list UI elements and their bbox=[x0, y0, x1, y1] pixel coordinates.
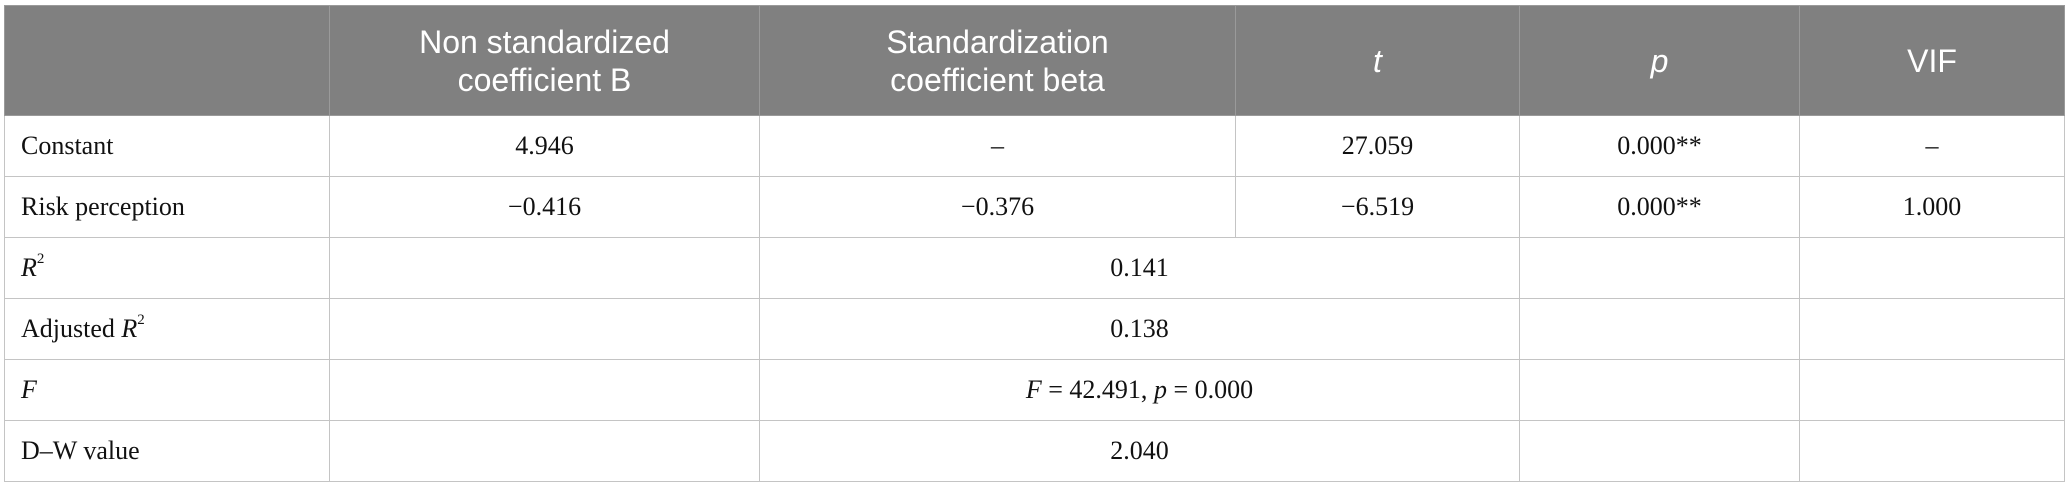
cell-value: F = 42.491, p = 0.000 bbox=[759, 359, 1520, 421]
header-b-line1: Non standardized bbox=[419, 23, 670, 60]
row-dw-value: D–W value 2.040 bbox=[4, 420, 2065, 482]
row-label: R2 bbox=[4, 237, 330, 299]
row-label: Constant bbox=[4, 115, 330, 177]
cell-value: 0.141 bbox=[759, 237, 1520, 299]
cell-t: −6.519 bbox=[1235, 176, 1520, 238]
header-row: Non standardized coefficient B Standardiz… bbox=[4, 5, 2065, 116]
row-label: D–W value bbox=[4, 420, 330, 482]
cell-p: 0.000** bbox=[1519, 176, 1800, 238]
cell-empty bbox=[329, 359, 760, 421]
cell-b: −0.416 bbox=[329, 176, 760, 238]
f-symbol: F bbox=[1025, 375, 1042, 404]
label-sup: 2 bbox=[137, 312, 145, 329]
label-f: F bbox=[21, 375, 37, 404]
row-f: F F = 42.491, p = 0.000 bbox=[4, 359, 2065, 421]
header-b: Non standardized coefficient B bbox=[329, 5, 760, 116]
header-b-line2: coefficient B bbox=[457, 61, 632, 98]
row-label: Risk perception bbox=[4, 176, 330, 238]
cell-t: 27.059 bbox=[1235, 115, 1520, 177]
p-equals: = 0.000 bbox=[1166, 375, 1254, 404]
cell-empty bbox=[1519, 420, 1800, 482]
cell-empty bbox=[329, 298, 760, 360]
label-r: R bbox=[21, 253, 37, 282]
cell-p: 0.000** bbox=[1519, 115, 1800, 177]
header-beta-line2: coefficient beta bbox=[890, 61, 1105, 98]
cell-beta: −0.376 bbox=[759, 176, 1236, 238]
label-r: R bbox=[121, 314, 138, 343]
label-sup: 2 bbox=[36, 251, 45, 268]
cell-empty bbox=[329, 237, 760, 299]
cell-beta: – bbox=[759, 115, 1236, 177]
cell-vif: 1.000 bbox=[1799, 176, 2065, 238]
header-vif: VIF bbox=[1799, 5, 2065, 116]
header-beta: Standardization coefficient beta bbox=[759, 5, 1236, 116]
header-blank bbox=[4, 5, 330, 116]
row-label: Adjusted R2 bbox=[4, 298, 330, 360]
row-risk-perception: Risk perception −0.416 −0.376 −6.519 0.0… bbox=[4, 176, 2065, 238]
row-constant: Constant 4.946 – 27.059 0.000** – bbox=[4, 115, 2065, 177]
header-p: p bbox=[1519, 5, 1800, 116]
row-label: F bbox=[4, 359, 330, 421]
cell-empty bbox=[1519, 359, 1800, 421]
label-prefix: Adjusted bbox=[21, 314, 122, 343]
cell-vif: – bbox=[1799, 115, 2065, 177]
cell-empty bbox=[329, 420, 760, 482]
f-equals: = 42.491, bbox=[1041, 375, 1154, 404]
cell-value: 2.040 bbox=[759, 420, 1520, 482]
cell-empty bbox=[1799, 298, 2065, 360]
cell-empty bbox=[1519, 298, 1800, 360]
p-symbol: p bbox=[1153, 375, 1167, 404]
row-r-squared: R2 0.141 bbox=[4, 237, 2065, 299]
header-beta-line1: Standardization bbox=[886, 23, 1109, 60]
cell-empty bbox=[1519, 237, 1800, 299]
cell-empty bbox=[1799, 359, 2065, 421]
header-t: t bbox=[1235, 5, 1520, 116]
cell-value: 0.138 bbox=[759, 298, 1520, 360]
regression-table: Non standardized coefficient B Standardiz… bbox=[4, 5, 2065, 482]
cell-b: 4.946 bbox=[329, 115, 760, 177]
cell-empty bbox=[1799, 237, 2065, 299]
row-adjusted-r-squared: Adjusted R2 0.138 bbox=[4, 298, 2065, 360]
cell-empty bbox=[1799, 420, 2065, 482]
